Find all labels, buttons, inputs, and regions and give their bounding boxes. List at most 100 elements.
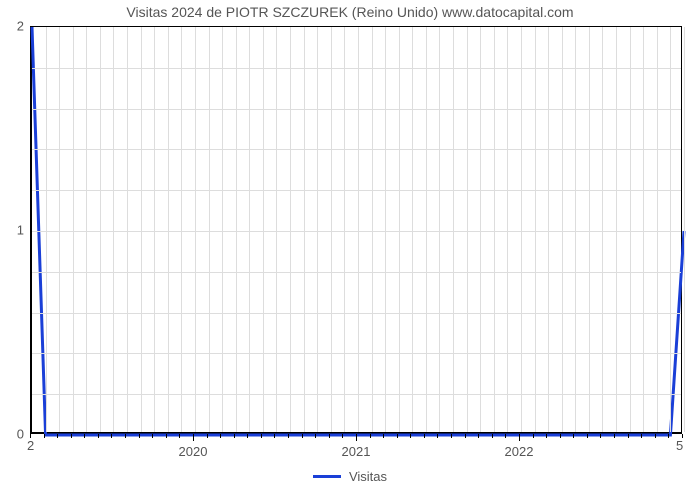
gridline-v [616,27,617,432]
gridline-v [331,27,332,432]
x-minor-tick [139,434,140,438]
x-axis-label: 2022 [505,444,534,459]
gridline-v [358,27,359,432]
gridline-h [32,394,681,395]
gridline-h [32,272,681,273]
gridline-v [643,27,644,432]
x-minor-tick [546,434,547,438]
x-minor-tick [478,434,479,438]
x-minor-tick [315,434,316,438]
gridline-h [32,353,681,354]
y-axis-label: 1 [10,223,24,238]
x-minor-tick [179,434,180,438]
gridline-v [304,27,305,432]
gridline-v [494,27,495,432]
x-minor-tick [125,434,126,438]
x-minor-tick [71,434,72,438]
x-minor-tick [560,434,561,438]
x-minor-tick [329,434,330,438]
gridline-v [684,27,685,432]
x-minor-tick [207,434,208,438]
gridline-v [426,27,427,432]
gridline-v [100,27,101,432]
x-minor-tick [628,434,629,438]
gridline-v [290,27,291,432]
gridline-v [127,27,128,432]
x-minor-tick [465,434,466,438]
gridline-v [670,27,671,432]
x-minor-tick [288,434,289,438]
x-minor-tick [397,434,398,438]
x-minor-tick [451,434,452,438]
gridline-v [317,27,318,432]
gridline-v [412,27,413,432]
x-end-label-right: 5 [676,438,683,453]
x-minor-tick [302,434,303,438]
x-minor-tick [587,434,588,438]
x-minor-tick [152,434,153,438]
gridline-v [141,27,142,432]
plot-area [30,26,682,434]
x-minor-tick [383,434,384,438]
x-major-tick [193,434,194,441]
gridline-v [46,27,47,432]
gridline-v [589,27,590,432]
chart-title: Visitas 2024 de PIOTR SZCZUREK (Reino Un… [0,4,700,20]
x-minor-tick [437,434,438,438]
gridline-h [32,149,681,150]
gridline-h [32,68,681,69]
x-minor-tick [600,434,601,438]
x-minor-tick [614,434,615,438]
legend-label: Visitas [349,469,387,484]
legend-swatch [313,475,341,478]
gridline-v [209,27,210,432]
gridline-v [602,27,603,432]
x-minor-tick [98,434,99,438]
gridline-v [276,27,277,432]
gridline-v [249,27,250,432]
gridline-v [548,27,549,432]
legend: Visitas [0,469,700,484]
gridline-v [113,27,114,432]
y-axis-label: 0 [10,427,24,442]
gridline-v [480,27,481,432]
x-axis-label: 2020 [179,444,208,459]
x-end-label-left: 2 [27,438,34,453]
gridline-v [453,27,454,432]
gridline-v [657,27,658,432]
x-minor-tick [342,434,343,438]
x-minor-tick [424,434,425,438]
gridline-v [59,27,60,432]
x-minor-tick [410,434,411,438]
gridline-v [535,27,536,432]
gridline-v [263,27,264,432]
gridline-v [222,27,223,432]
gridline-v [562,27,563,432]
gridline-v [630,27,631,432]
x-minor-tick [111,434,112,438]
x-minor-tick [247,434,248,438]
gridline-v [399,27,400,432]
x-major-tick [356,434,357,441]
gridline-v [385,27,386,432]
x-minor-tick [668,434,669,438]
y-axis-label: 2 [10,19,24,34]
x-minor-tick [370,434,371,438]
x-minor-tick [44,434,45,438]
x-minor-tick [573,434,574,438]
gridline-v [372,27,373,432]
x-minor-tick [234,434,235,438]
gridline-v [73,27,74,432]
x-minor-tick [505,434,506,438]
x-axis-label: 2021 [342,444,371,459]
gridline-v [507,27,508,432]
gridline-v [168,27,169,432]
gridline-h [32,190,681,191]
x-minor-tick [57,434,58,438]
gridline-v [344,27,345,432]
x-minor-tick [655,434,656,438]
x-minor-tick [84,434,85,438]
x-minor-tick [261,434,262,438]
chart-container: { "chart": { "type": "line", "title": "V… [0,0,700,500]
x-minor-tick [220,434,221,438]
